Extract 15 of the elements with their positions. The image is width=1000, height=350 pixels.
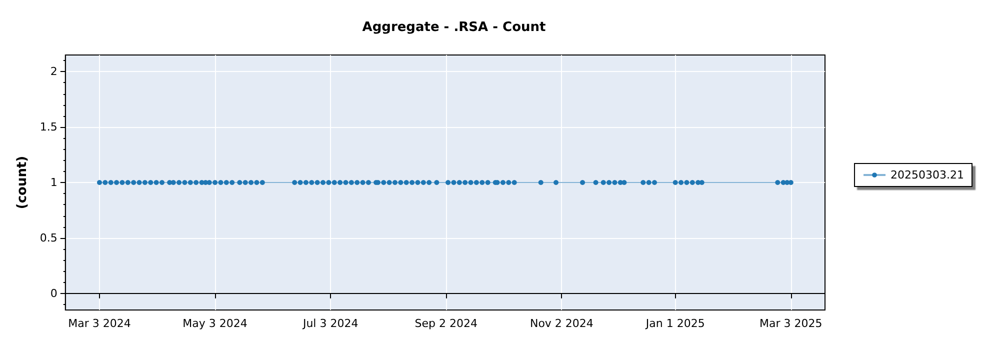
y-tick-label: 0	[50, 286, 58, 300]
x-tick-label: Jan 1 2025	[644, 317, 705, 330]
x-tick-label: Mar 3 2024	[68, 317, 131, 330]
y-tick-label: 1	[50, 176, 58, 189]
y-tick-label: 0.5	[40, 231, 58, 244]
x-tick-label: Sep 2 2024	[414, 317, 478, 330]
legend-label: 20250303.21	[890, 168, 964, 182]
x-tick-label: Nov 2 2024	[530, 317, 594, 330]
x-tick-label: May 3 2024	[182, 317, 248, 330]
chart-title: Aggregate - .RSA - Count	[362, 20, 546, 35]
y-tick-label: 1.5	[40, 120, 58, 134]
x-tick-label: Mar 3 2025	[760, 317, 822, 330]
y-tick-label: 2	[50, 65, 58, 78]
y-axis-title: (count)	[15, 156, 30, 210]
x-tick-label: Jul 3 2024	[302, 317, 358, 330]
